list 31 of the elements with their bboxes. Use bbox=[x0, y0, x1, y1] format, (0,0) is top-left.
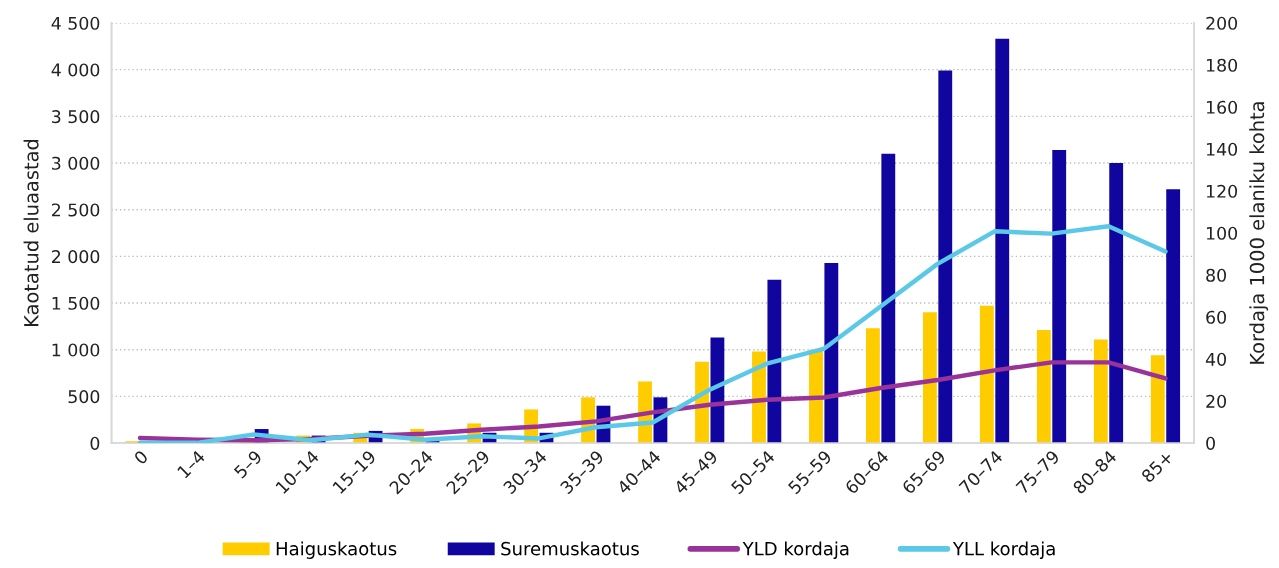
y-tick-label: 4 000 bbox=[51, 63, 100, 77]
y-tick-label: 500 bbox=[68, 390, 100, 404]
y-tick-label: 0 bbox=[90, 436, 100, 450]
x-tick-label: 5–9 bbox=[233, 449, 263, 479]
y2-tick-label: 80 bbox=[1206, 268, 1226, 282]
legend-label: Suremuskaotus bbox=[501, 541, 639, 556]
y2-tick-label: 200 bbox=[1206, 16, 1238, 30]
y2-tick-label: 180 bbox=[1206, 58, 1238, 72]
y2-axis-title: Kordaja 1000 elaniku kohta bbox=[1249, 102, 1269, 364]
y-tick-label: 1 000 bbox=[52, 343, 100, 357]
legend-label: YLL kordaja bbox=[952, 541, 1055, 559]
y-tick-label: 2 500 bbox=[51, 203, 100, 217]
y2-tick-label: 160 bbox=[1206, 100, 1238, 114]
legend-label: Haiguskaotus bbox=[276, 541, 397, 559]
x-tick-label: 0 bbox=[133, 449, 149, 466]
y2-tick-label: 120 bbox=[1206, 184, 1238, 198]
y2-tick-label: 140 bbox=[1206, 142, 1238, 156]
y2-tick-label: 60 bbox=[1206, 310, 1226, 324]
x-tick-label: 85+ bbox=[1140, 450, 1174, 484]
y2-tick-label: 100 bbox=[1206, 226, 1238, 240]
y2-tick-label: 20 bbox=[1206, 394, 1226, 408]
y2-tick-label: 0 bbox=[1206, 436, 1215, 450]
legend-label: YLD kordaja bbox=[742, 541, 849, 559]
y-tick-label: 2 000 bbox=[51, 250, 100, 264]
y-tick-label: 4 500 bbox=[51, 16, 100, 30]
y-tick-label: 3 500 bbox=[52, 110, 100, 124]
y2-tick-label: 40 bbox=[1205, 352, 1226, 366]
y-axis-title: Kaotatud eluaastad bbox=[23, 139, 39, 326]
y-tick-label: 3 000 bbox=[52, 156, 100, 170]
x-tick-label: 1–4 bbox=[176, 449, 206, 479]
y-tick-label: 1 500 bbox=[52, 296, 100, 310]
